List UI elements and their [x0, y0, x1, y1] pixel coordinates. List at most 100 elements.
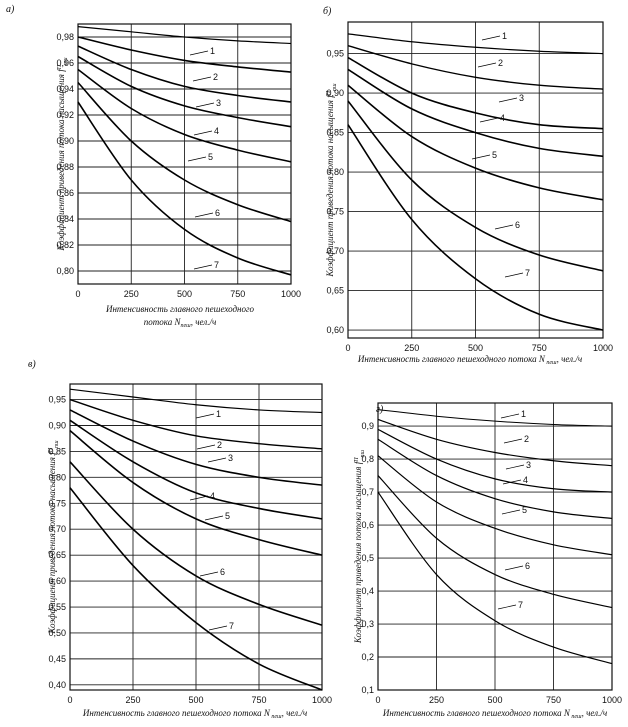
x-tick-label: 250	[125, 695, 140, 705]
series-line-7	[347, 124, 604, 331]
y-tick-label: 0,55	[48, 602, 66, 612]
y-tick-label: 0,94	[56, 84, 74, 94]
y-tick-label: 0,7	[361, 487, 374, 497]
series-label-7: 7	[229, 621, 234, 631]
y-tick-label: 0,70	[48, 524, 66, 534]
series-label-3: 3	[216, 98, 221, 108]
x-tick-label: 500	[468, 343, 483, 353]
series-line-3	[69, 409, 323, 486]
y-tick-label: 0,75	[48, 498, 66, 508]
series-label-2: 2	[213, 72, 218, 82]
series-line-7	[69, 487, 323, 691]
series-label-leader	[196, 444, 216, 450]
series-label-leader	[477, 62, 497, 68]
series-label-leader	[471, 154, 491, 160]
series-label-leader	[187, 156, 207, 162]
y-axis-label: Коэффициент приведения потока насыщения …	[325, 83, 338, 278]
series-line-4	[347, 68, 604, 158]
x-tick-label: 1000	[602, 695, 622, 705]
series-label-2: 2	[498, 58, 503, 68]
series-line-7	[377, 491, 613, 665]
series-label-1: 1	[210, 46, 215, 56]
x-tick-label: 250	[124, 289, 139, 299]
series-label-leader	[189, 495, 209, 501]
y-tick-label: 0,98	[56, 32, 74, 42]
series-line-1	[347, 33, 604, 55]
x-tick-label: 1000	[281, 289, 301, 299]
series-label-7: 7	[214, 260, 219, 270]
series-line-4	[377, 438, 613, 520]
series-label-leader	[481, 35, 501, 41]
x-tick-label: 500	[188, 695, 203, 705]
panel-label: в)	[28, 359, 36, 370]
series-label-leader	[504, 565, 524, 571]
y-tick-label: 0,9	[361, 421, 374, 431]
series-label-leader	[204, 515, 224, 521]
series-label-leader	[192, 76, 212, 82]
y-tick-label: 0,80	[326, 167, 344, 177]
y-tick-label: 0,60	[48, 576, 66, 586]
y-tick-label: 0,75	[326, 207, 344, 217]
series-label-leader	[208, 625, 228, 631]
series-line-4	[77, 55, 292, 128]
series-label-7: 7	[518, 600, 523, 610]
chart-panel-3: 0,40 0,45 0,50 0,55 0,60 0,65 0,70 0,75 0,80 0,85…	[28, 359, 332, 720]
series-label-leader	[479, 117, 499, 123]
x-tick-label: 750	[230, 289, 245, 299]
y-tick-label: 0,70	[326, 246, 344, 256]
series-line-3	[77, 45, 292, 103]
series-label-5: 5	[492, 150, 497, 160]
y-tick-label: 0,86	[56, 188, 74, 198]
y-tick-label: 0,80	[48, 472, 66, 482]
series-label-leader	[503, 438, 523, 444]
series-label-leader	[199, 571, 219, 577]
y-tick-label: 0,92	[56, 110, 74, 120]
y-tick-label: 0,85	[48, 446, 66, 456]
x-axis-label-line1: Интенсивность главного пешеходного	[105, 304, 255, 314]
series-label-leader	[195, 413, 215, 419]
series-line-2	[77, 36, 292, 73]
series-label-leader	[497, 604, 517, 610]
series-line-6	[69, 461, 323, 626]
panel-label: б)	[323, 6, 332, 17]
x-tick-label: 250	[429, 695, 444, 705]
series-label-5: 5	[522, 505, 527, 515]
series-line-5	[77, 68, 292, 163]
series-label-leader	[504, 272, 524, 278]
plot-frame	[69, 383, 323, 691]
y-tick-label: 0,8	[361, 454, 374, 464]
chart-panel-2: 0,60 0,65 0,70 0,75 0,80 0,85 0,90 0,95 0 250 500 7…	[323, 6, 613, 366]
series-line-1	[77, 26, 292, 45]
series-label-4: 4	[523, 475, 528, 485]
series-line-5	[347, 84, 604, 201]
y-axis-label: Коэффициент приведения потока насыщения …	[56, 57, 69, 252]
x-tick-label: 750	[532, 343, 547, 353]
y-tick-label: 0,90	[48, 420, 66, 430]
series-label-7: 7	[525, 268, 530, 278]
series-label-leader	[194, 212, 214, 218]
series-line-1	[69, 388, 323, 414]
y-tick-label: 0,80	[56, 266, 74, 276]
x-tick-label: 500	[487, 695, 502, 705]
x-axis-label-line2: потока Nпеш, чел./ч	[144, 317, 217, 329]
y-tick-label: 0,90	[326, 88, 344, 98]
series-label-leader	[193, 130, 213, 136]
chart-panel-4: 0,1 0,2 0,3 0,4 0,5 0,6 0,7 0,8 0,9 0 250 500 750 100…	[353, 402, 622, 720]
y-tick-label: 0,6	[361, 520, 374, 530]
series-label-leader	[501, 509, 521, 515]
series-label-leader	[193, 264, 213, 270]
series-label-1: 1	[502, 31, 507, 41]
series-label-1: 1	[521, 409, 526, 419]
x-axis-label: Интенсивность главного пешеходного поток…	[357, 354, 582, 366]
y-tick-label: 0,45	[48, 654, 66, 664]
series-line-1	[377, 409, 613, 427]
x-tick-label: 1000	[593, 343, 613, 353]
series-line-2	[69, 398, 323, 450]
series-label-6: 6	[525, 561, 530, 571]
series-line-6	[377, 475, 613, 609]
series-label-6: 6	[515, 220, 520, 230]
series-label-leader	[498, 97, 518, 103]
series-label-leader	[500, 413, 520, 419]
plot-frame	[77, 23, 292, 285]
x-axis-label: Интенсивность главного пешеходного поток…	[82, 708, 307, 720]
